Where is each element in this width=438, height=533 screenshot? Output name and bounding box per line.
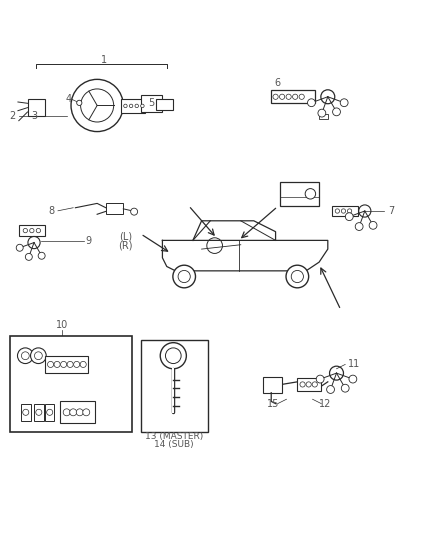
Circle shape (341, 209, 346, 213)
Bar (60, 401, 95, 423)
Circle shape (293, 94, 298, 99)
Bar (45, 403, 54, 421)
Circle shape (173, 265, 195, 288)
Circle shape (63, 409, 70, 416)
Circle shape (279, 94, 285, 99)
Circle shape (76, 409, 83, 416)
Circle shape (36, 229, 41, 233)
Circle shape (340, 99, 348, 107)
Circle shape (306, 382, 311, 387)
Text: (L): (L) (119, 232, 132, 242)
Text: 7: 7 (388, 206, 394, 216)
Bar (10, 336, 132, 432)
Circle shape (316, 375, 324, 383)
Text: 10: 10 (56, 320, 68, 330)
Bar (34, 403, 44, 421)
Bar (45, 356, 88, 373)
Circle shape (355, 223, 363, 230)
Circle shape (23, 229, 28, 233)
Circle shape (83, 409, 90, 416)
Circle shape (80, 361, 86, 367)
Text: (R): (R) (118, 240, 133, 251)
Circle shape (286, 94, 291, 99)
Bar (332, 206, 358, 216)
Bar (280, 182, 319, 206)
Circle shape (25, 253, 32, 260)
Text: 13 (MASTER): 13 (MASTER) (145, 432, 203, 441)
Bar (121, 99, 145, 113)
Text: 1: 1 (101, 55, 107, 65)
Circle shape (47, 409, 53, 415)
Circle shape (31, 348, 46, 364)
Circle shape (273, 94, 278, 99)
Circle shape (74, 361, 80, 367)
Circle shape (54, 361, 60, 367)
Circle shape (327, 385, 335, 393)
Text: 14 (SUB): 14 (SUB) (154, 440, 194, 449)
Circle shape (129, 104, 133, 108)
Circle shape (286, 265, 309, 288)
Text: 11: 11 (348, 359, 360, 369)
Circle shape (166, 348, 181, 364)
Circle shape (160, 343, 186, 369)
Bar (106, 204, 123, 214)
Circle shape (16, 244, 23, 251)
Bar (141, 341, 208, 432)
Circle shape (38, 252, 45, 259)
Bar (141, 94, 162, 112)
Circle shape (131, 208, 138, 215)
Circle shape (349, 375, 357, 383)
Circle shape (178, 270, 190, 282)
Bar (319, 114, 328, 118)
Circle shape (318, 109, 326, 117)
Text: 15: 15 (267, 399, 279, 409)
Bar (19, 225, 45, 236)
Bar (262, 377, 282, 393)
Text: 8: 8 (48, 206, 54, 216)
Circle shape (70, 409, 77, 416)
Text: 9: 9 (85, 236, 92, 246)
Circle shape (60, 361, 67, 367)
Polygon shape (162, 240, 328, 271)
Circle shape (345, 213, 353, 221)
Circle shape (18, 348, 33, 364)
Text: 6: 6 (275, 78, 281, 88)
Circle shape (124, 104, 127, 108)
Circle shape (341, 384, 349, 392)
Circle shape (369, 221, 377, 229)
Text: 12: 12 (319, 399, 332, 409)
Circle shape (291, 270, 304, 282)
Circle shape (135, 104, 138, 108)
Bar (28, 99, 45, 116)
Circle shape (36, 409, 42, 415)
Circle shape (47, 361, 53, 367)
Text: 2: 2 (9, 111, 15, 122)
Circle shape (312, 382, 318, 387)
Circle shape (21, 352, 29, 360)
Circle shape (77, 100, 82, 106)
Circle shape (305, 189, 316, 199)
Circle shape (23, 409, 29, 415)
Circle shape (35, 352, 42, 360)
Text: 3: 3 (31, 111, 37, 122)
Text: 5: 5 (148, 98, 155, 108)
Circle shape (347, 209, 352, 213)
Circle shape (307, 99, 315, 107)
Circle shape (299, 94, 304, 99)
Bar (21, 403, 31, 421)
Polygon shape (193, 221, 276, 240)
Circle shape (67, 361, 73, 367)
Circle shape (300, 382, 305, 387)
Bar (297, 378, 321, 391)
Bar (156, 99, 173, 110)
Circle shape (332, 108, 340, 116)
Text: 4: 4 (66, 94, 72, 104)
Bar (271, 90, 315, 103)
Circle shape (141, 104, 144, 108)
Circle shape (335, 209, 339, 213)
Circle shape (30, 229, 34, 233)
